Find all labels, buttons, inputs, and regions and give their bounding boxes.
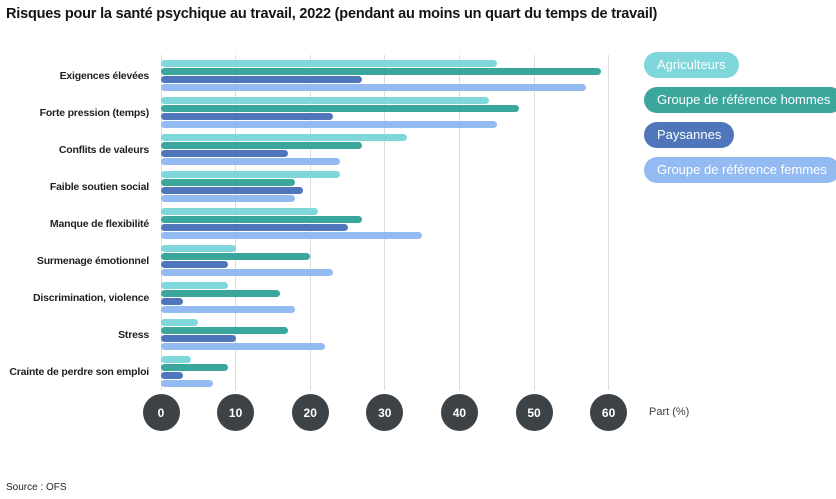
bar: [161, 121, 497, 128]
bar: [161, 269, 333, 276]
bar: [161, 261, 228, 268]
bar: [161, 208, 318, 215]
bar: [161, 343, 325, 350]
bar: [161, 142, 362, 149]
grid-line: [384, 55, 386, 390]
bar: [161, 364, 228, 371]
category-label: Crainte de perdre son emploi: [9, 365, 149, 378]
axis-tick: 40: [440, 394, 478, 431]
grid-line: [160, 55, 162, 390]
bar: [161, 179, 295, 186]
bar: [161, 298, 183, 305]
bar: [161, 60, 497, 67]
bar: [161, 282, 228, 289]
grid-line: [608, 55, 610, 390]
chart-title: Risques pour la santé psychique au trava…: [6, 6, 658, 22]
category-label: Stress: [118, 328, 149, 341]
bar: [161, 380, 213, 387]
bar: [161, 253, 310, 260]
source-note: Source : OFS: [6, 482, 67, 493]
bar: [161, 84, 586, 91]
category-labels: Exigences élevées Forte pression (temps) C…: [0, 55, 155, 393]
x-axis: 0 10 20 30 40 50 60: [0, 394, 836, 434]
bar: [161, 68, 601, 75]
category-label: Discrimination, violence: [33, 291, 149, 304]
bar: [161, 245, 236, 252]
bar: [161, 335, 236, 342]
axis-tick: 60: [590, 394, 628, 431]
category-label: Exigences élevées: [59, 69, 150, 82]
bar: [161, 232, 422, 239]
bar: [161, 216, 362, 223]
category-label: Forte pression (temps): [39, 106, 150, 119]
bar: [161, 356, 191, 363]
bar: [161, 195, 295, 202]
axis-tick: 30: [366, 394, 404, 431]
legend-pill: Groupe de référence femmes: [644, 157, 836, 183]
legend: Agriculteurs Groupe de référence hommes Pa…: [644, 52, 836, 192]
bar: [161, 76, 362, 83]
bar: [161, 224, 348, 231]
bar: [161, 319, 198, 326]
plot-area: [160, 55, 631, 393]
legend-pill: Paysannes: [644, 122, 735, 148]
grid-line: [533, 55, 535, 390]
bar: [161, 290, 280, 297]
bar: [161, 372, 183, 379]
axis-tick: 10: [217, 394, 255, 431]
bar: [161, 158, 340, 165]
bar: [161, 134, 407, 141]
bar: [161, 171, 340, 178]
axis-tick: 20: [291, 394, 329, 431]
bar: [161, 187, 303, 194]
legend-pill: Agriculteurs: [644, 52, 739, 78]
category-label: Surmenage émotionnel: [36, 254, 149, 267]
bar: [161, 97, 489, 104]
bar: [161, 306, 295, 313]
x-axis-label: Part (%): [649, 406, 690, 418]
legend-pill: Groupe de référence hommes: [644, 87, 836, 113]
bar: [161, 327, 288, 334]
bar: [161, 113, 333, 120]
grid-line: [458, 55, 460, 390]
bar: [161, 150, 288, 157]
axis-tick: 0: [142, 394, 180, 431]
category-label: Faible soutien social: [49, 180, 149, 193]
bar: [161, 105, 519, 112]
category-label: Conflits de valeurs: [58, 143, 149, 156]
category-label: Manque de flexibilité: [49, 217, 149, 230]
axis-tick: 50: [515, 394, 553, 431]
